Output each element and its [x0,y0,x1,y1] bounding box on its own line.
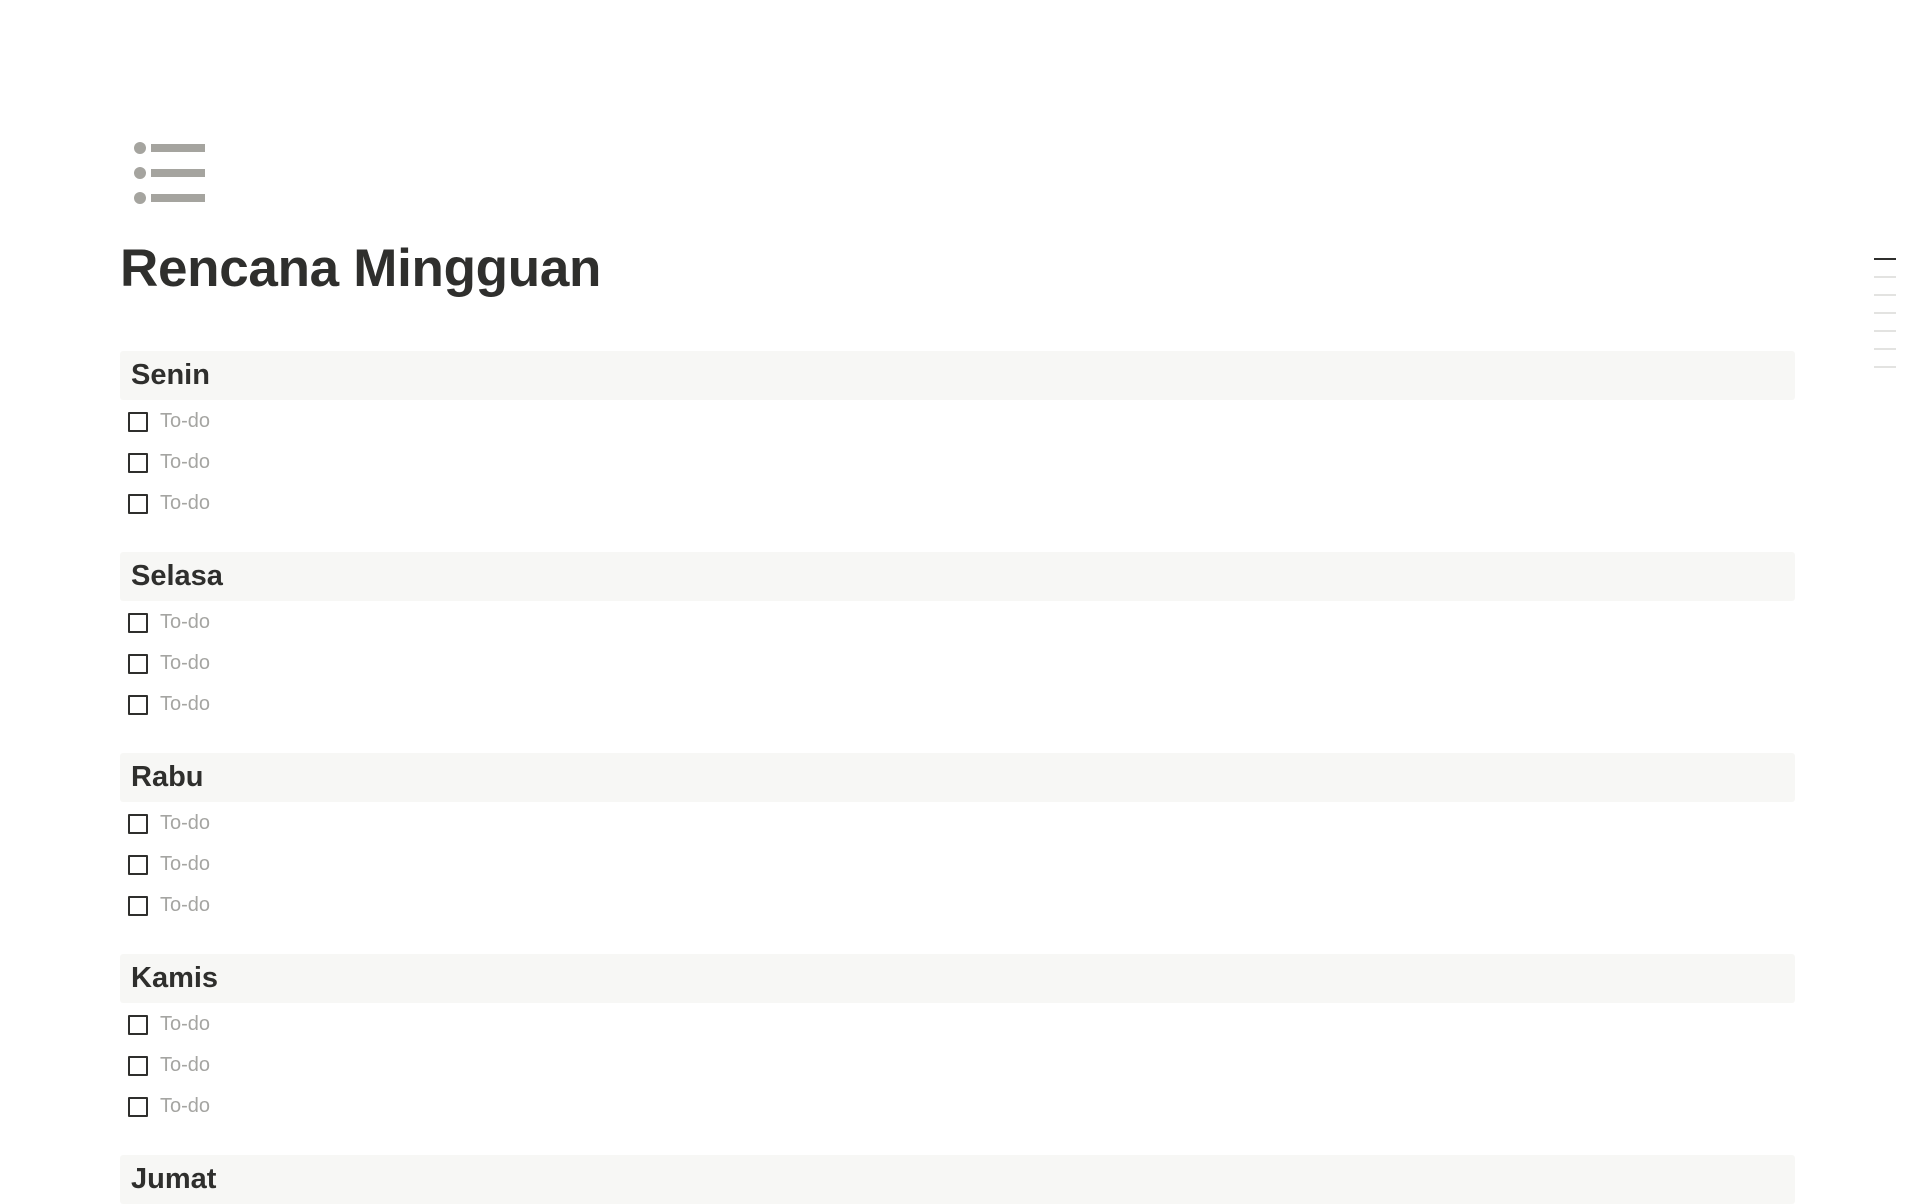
todo-item[interactable]: To-do [120,1086,1795,1127]
todo-placeholder[interactable]: To-do [160,812,211,834]
outline-item[interactable] [1874,366,1896,368]
outline-item[interactable] [1874,294,1896,296]
outline-item[interactable] [1874,312,1896,314]
page-outline[interactable] [1874,258,1896,384]
checkbox[interactable] [128,1014,148,1035]
todo-item[interactable]: To-do [120,442,1795,483]
todo-item[interactable]: To-do [120,602,1795,643]
checkbox[interactable] [128,694,148,715]
page-title[interactable]: Rencana Mingguan [120,239,602,298]
day-heading[interactable]: Senin [120,351,1795,400]
todo-placeholder[interactable]: To-do [160,611,211,633]
checkbox[interactable] [128,1096,148,1117]
outline-item[interactable] [1874,276,1896,278]
todo-item[interactable]: To-do [120,643,1795,684]
checkbox[interactable] [128,895,148,916]
day-section: Rabu To-do To-do To-do [120,753,1795,926]
todo-placeholder[interactable]: To-do [160,853,211,875]
day-section: Senin To-do To-do To-do [120,351,1795,524]
outline-item[interactable] [1874,348,1896,350]
todo-placeholder[interactable]: To-do [160,492,211,514]
checkbox[interactable] [128,854,148,875]
day-heading[interactable]: Rabu [120,753,1795,802]
checkbox[interactable] [128,1055,148,1076]
todo-placeholder[interactable]: To-do [160,1013,211,1035]
todo-item[interactable]: To-do [120,684,1795,725]
checkbox[interactable] [128,653,148,674]
todo-placeholder[interactable]: To-do [160,894,211,916]
checkbox[interactable] [128,452,148,473]
checkbox[interactable] [128,612,148,633]
todo-item[interactable]: To-do [120,483,1795,524]
todo-item[interactable]: To-do [120,803,1795,844]
checkbox[interactable] [128,813,148,834]
checkbox[interactable] [128,411,148,432]
day-section: Selasa To-do To-do To-do [120,552,1795,725]
todo-placeholder[interactable]: To-do [160,693,211,715]
outline-item[interactable] [1874,330,1896,332]
day-heading[interactable]: Jumat [120,1155,1795,1204]
day-heading[interactable]: Kamis [120,954,1795,1003]
todo-placeholder[interactable]: To-do [160,1095,211,1117]
todo-placeholder[interactable]: To-do [160,410,211,432]
todo-item[interactable]: To-do [120,401,1795,442]
checkbox[interactable] [128,493,148,514]
todo-item[interactable]: To-do [120,1045,1795,1086]
day-heading[interactable]: Selasa [120,552,1795,601]
outline-item[interactable] [1874,258,1896,260]
day-section: Jumat [120,1155,1795,1204]
todo-placeholder[interactable]: To-do [160,451,211,473]
todo-item[interactable]: To-do [120,844,1795,885]
todo-placeholder[interactable]: To-do [160,1054,211,1076]
day-section: Kamis To-do To-do To-do [120,954,1795,1127]
todo-item[interactable]: To-do [120,1004,1795,1045]
todo-item[interactable]: To-do [120,885,1795,926]
todo-placeholder[interactable]: To-do [160,652,211,674]
bulleted-list-icon[interactable] [133,140,213,206]
